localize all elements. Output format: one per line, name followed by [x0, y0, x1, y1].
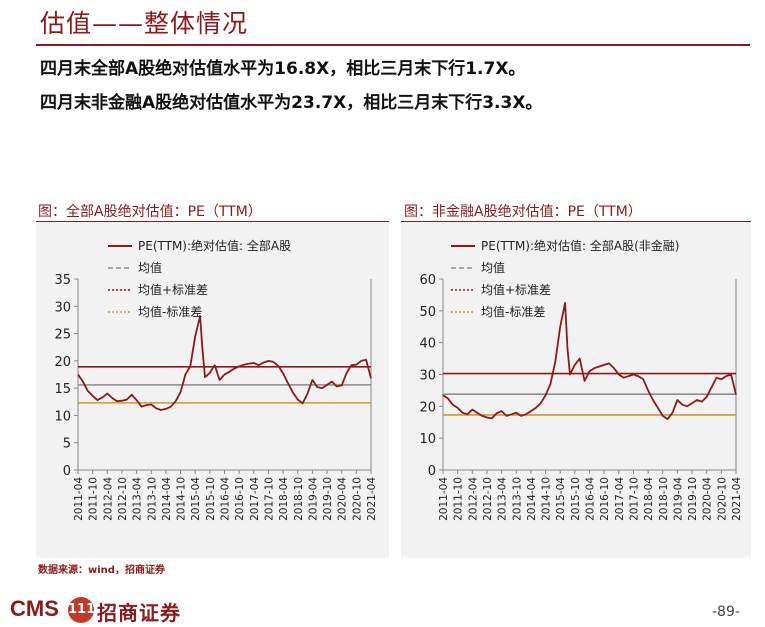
- chart1-x-tick-label: 2017-04: [249, 477, 261, 521]
- chart1-legend-label-2: 均值+标准差: [138, 282, 208, 297]
- chart2-legend-label-3: 均值-标准差: [481, 304, 545, 319]
- chart2-x-tick-label: 2019-10: [687, 477, 699, 521]
- cms-logo-icon: 111: [68, 597, 95, 623]
- chart1-x-tick-label: 2018-04: [278, 477, 290, 521]
- chart2-panel: [401, 222, 751, 558]
- title-divider: [36, 44, 750, 46]
- chart2-x-tick-label: 2015-10: [570, 477, 582, 521]
- chart2-title: 图：非金融A股绝对估值：PE（TTM）: [404, 204, 642, 220]
- chart1-y-tick-label: 20: [54, 355, 71, 370]
- chart2-x-tick-label: 2018-10: [658, 477, 670, 521]
- chart1-x-tick-label: 2016-10: [234, 477, 246, 521]
- chart1-y-tick-label: 30: [54, 300, 71, 315]
- chart2-y-tick-label: 10: [419, 432, 436, 447]
- chart1-legend-label-3: 均值-标准差: [138, 304, 202, 319]
- chart2-legend-label-2: 均值+标准差: [481, 282, 551, 297]
- chart1-legend-label-1: 均值: [138, 260, 162, 275]
- chart1-x-tick-label: 2011-04: [73, 477, 85, 521]
- chart1-x-tick-label: 2019-10: [322, 477, 334, 521]
- summary-line-all-a: 四月末全部A股绝对估值水平为16.8X，相比三月末下行1.7X。: [40, 59, 526, 79]
- chart1-x-tick-label: 2013-04: [132, 477, 144, 521]
- chart2-x-tick-label: 2020-04: [702, 477, 714, 521]
- data-source: 数据来源：wind，招商证券: [38, 565, 165, 576]
- chart2-x-tick-label: 2016-04: [585, 477, 597, 521]
- chart1-x-tick-label: 2012-04: [102, 477, 114, 521]
- chart2-y-tick-label: 20: [419, 400, 436, 415]
- chart1-x-tick-label: 2015-04: [190, 477, 202, 521]
- chart2-x-tick-label: 2019-04: [672, 477, 684, 521]
- chart2-x-tick-label: 2014-10: [541, 477, 553, 521]
- chart1-x-tick-label: 2012-10: [117, 477, 129, 521]
- chart1-x-tick-label: 2013-10: [146, 477, 158, 521]
- chart2-y-tick-label: 0: [428, 464, 436, 479]
- chart2-legend-label-0: PE(TTM):绝对估值: 全部A股(非金融): [481, 238, 679, 253]
- chart2-y-tick-label: 50: [419, 305, 436, 320]
- chart1-x-tick-label: 2014-10: [176, 477, 188, 521]
- chart2-x-tick-label: 2017-04: [614, 477, 626, 521]
- chart2-x-tick-label: 2018-04: [643, 477, 655, 521]
- company-name: 招商证券: [97, 601, 181, 625]
- page-title: 估值——整体情况: [40, 9, 249, 38]
- chart1-x-tick-label: 2014-04: [161, 477, 173, 521]
- chart2-x-tick-label: 2014-04: [526, 477, 538, 521]
- chart1-y-tick-label: 25: [54, 328, 71, 343]
- cms-logo-text: CMS: [10, 596, 59, 621]
- chart2-y-tick-label: 40: [419, 337, 436, 352]
- chart2-pe-series-line: [442, 302, 737, 421]
- chart2-x-tick-label: 2013-04: [497, 477, 509, 521]
- chart2-x-tick-label: 2011-04: [438, 477, 450, 521]
- chart1-x-tick-label: 2020-10: [351, 477, 363, 521]
- chart1-legend-label-0: PE(TTM):绝对估值: 全部A股: [138, 238, 291, 253]
- chart1-title-rule: [36, 221, 389, 222]
- page-number: -89-: [712, 604, 740, 620]
- chart1-y-tick-label: 35: [54, 273, 71, 288]
- chart1-y-tick-label: 10: [54, 409, 71, 424]
- chart2-title-rule: [401, 221, 751, 222]
- chart2-y-tick-label: 60: [419, 273, 436, 288]
- chart1-x-tick-label: 2020-04: [337, 477, 349, 521]
- chart1-x-tick-label: 2017-10: [263, 477, 275, 521]
- chart1-y-tick-label: 5: [63, 437, 71, 452]
- chart2-x-tick-label: 2020-10: [716, 477, 728, 521]
- chart2-x-tick-label: 2017-10: [628, 477, 640, 521]
- chart2-x-tick-label: 2015-04: [555, 477, 567, 521]
- chart2-x-tick-label: 2016-10: [599, 477, 611, 521]
- chart1-y-tick-label: 15: [54, 382, 71, 397]
- chart2-legend-label-1: 均值: [481, 260, 505, 275]
- chart2-x-tick-label: 2012-04: [467, 477, 479, 521]
- chart1-pe-series-line: [77, 315, 372, 411]
- chart2-x-tick-label: 2012-10: [482, 477, 494, 521]
- chart1-x-tick-label: 2018-10: [293, 477, 305, 521]
- chart1-y-tick-label: 0: [63, 464, 71, 479]
- chart-non-financial-pe: 0 10 20 30 40 50 60 2011-04 2011-10 2012-04 2012-1…: [419, 238, 743, 521]
- chart1-x-tick-label: 2015-10: [205, 477, 217, 521]
- chart2-x-tick-label: 2011-10: [453, 477, 465, 521]
- chart1-x-tick-label: 2011-10: [88, 477, 100, 521]
- chart1-title: 图：全部A股绝对估值：PE（TTM）: [38, 204, 262, 220]
- chart2-y-tick-label: 30: [419, 369, 436, 384]
- chart2-x-tick-label: 2021-04: [731, 477, 743, 521]
- chart1-panel: [36, 222, 389, 558]
- chart-all-a-pe: 0 5 10 15 20 25 30 35 2011-04 2011-10 2012-04 2012-…: [54, 238, 378, 521]
- chart1-x-tick-label: 2016-04: [220, 477, 232, 521]
- summary-line-non-financial: 四月末非金融A股绝对估值水平为23.7X，相比三月末下行3.3X。: [40, 93, 543, 113]
- chart2-x-tick-label: 2013-10: [511, 477, 523, 521]
- chart1-x-tick-label: 2021-04: [366, 477, 378, 521]
- chart1-x-tick-label: 2019-04: [307, 477, 319, 521]
